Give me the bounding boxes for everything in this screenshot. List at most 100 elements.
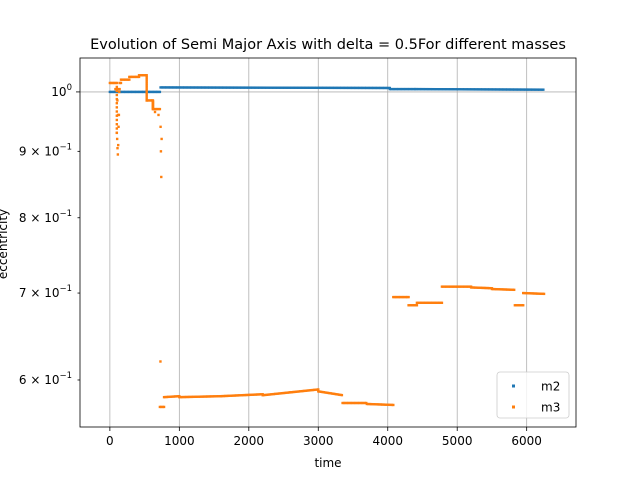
data-point (492, 287, 495, 291)
data-point (457, 285, 460, 288)
data-point (187, 395, 191, 399)
data-point (218, 395, 221, 398)
data-point (353, 401, 357, 405)
data-point (425, 87, 428, 91)
data-point (474, 286, 477, 289)
data-point (467, 88, 470, 91)
data-point (212, 86, 215, 89)
data-point (149, 99, 153, 102)
data-point (531, 292, 535, 295)
data-point (460, 285, 463, 288)
data-point (506, 88, 509, 91)
data-point (349, 86, 353, 90)
data-point (271, 86, 275, 89)
data-point (522, 88, 526, 91)
data-point (282, 391, 285, 395)
data-point (136, 75, 139, 79)
data-point (319, 86, 322, 90)
data-point (119, 78, 123, 81)
data-point (472, 88, 476, 91)
data-point (122, 90, 125, 94)
data-point (226, 394, 230, 398)
data-point (171, 86, 175, 89)
data-point (510, 288, 513, 291)
y-tick-label: 6 × 10−1 (19, 371, 72, 387)
data-point (351, 401, 354, 405)
data-point (508, 88, 512, 91)
data-point (205, 395, 209, 398)
data-point (513, 304, 517, 307)
data-point (145, 97, 148, 100)
data-point (291, 86, 294, 89)
data-point (415, 301, 419, 305)
data-point (253, 86, 257, 89)
data-point (221, 394, 224, 398)
data-point (292, 390, 295, 394)
data-point (169, 395, 173, 398)
data-point (260, 86, 264, 89)
data-point (278, 86, 282, 89)
data-point (356, 401, 360, 405)
data-point (276, 86, 279, 89)
data-point (464, 88, 467, 91)
data-point (401, 87, 404, 91)
data-point (449, 88, 452, 91)
data-point (447, 88, 451, 91)
data-point (249, 86, 253, 89)
data-point (173, 86, 176, 89)
data-point (489, 88, 492, 91)
data-point (222, 394, 225, 398)
data-point (496, 288, 499, 291)
data-point (116, 99, 119, 102)
data-point (267, 393, 270, 396)
data-point (372, 403, 376, 406)
data-point (148, 90, 152, 94)
data-point (339, 393, 342, 397)
data-point (180, 86, 183, 89)
data-point (328, 86, 332, 90)
x-tick-label: 3000 (303, 434, 334, 448)
data-point (129, 75, 132, 79)
data-point (454, 88, 458, 91)
data-point (143, 74, 146, 77)
data-point (528, 88, 531, 91)
data-point (365, 402, 369, 406)
data-point (115, 106, 119, 109)
data-point (115, 137, 119, 141)
data-point (163, 86, 166, 89)
data-point (294, 390, 298, 393)
data-point (257, 393, 260, 396)
data-point (468, 88, 471, 91)
x-tick-label: 5000 (442, 434, 473, 448)
data-point (336, 393, 339, 396)
data-point (246, 393, 249, 397)
data-point (333, 86, 336, 90)
data-point (497, 88, 501, 91)
data-point (453, 88, 456, 91)
data-point (468, 285, 471, 288)
data-point (115, 127, 119, 130)
data-point (328, 391, 331, 395)
data-point (424, 301, 427, 305)
data-point (475, 88, 478, 91)
data-point (145, 92, 148, 96)
data-point (302, 86, 305, 89)
data-point (512, 88, 516, 91)
data-point (344, 401, 347, 405)
data-point (479, 286, 483, 290)
data-point (279, 392, 282, 395)
data-point (269, 393, 273, 396)
data-point (250, 393, 253, 396)
data-point (262, 393, 266, 397)
data-point (283, 391, 287, 395)
data-point (394, 295, 398, 299)
data-point (335, 86, 339, 90)
data-point (164, 395, 167, 399)
data-point (285, 86, 289, 89)
data-point (160, 86, 164, 89)
data-point (403, 87, 407, 91)
data-point (190, 395, 194, 399)
data-point (303, 389, 306, 393)
data-point (313, 86, 317, 90)
data-point (465, 88, 469, 91)
